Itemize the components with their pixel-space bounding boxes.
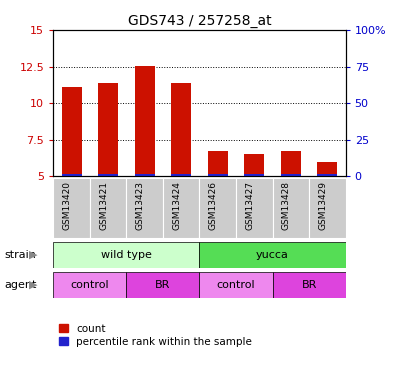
- Bar: [309, 178, 346, 238]
- Bar: [98, 82, 118, 176]
- Bar: [98, 174, 118, 176]
- Bar: [273, 272, 346, 298]
- Bar: [163, 178, 199, 238]
- Text: yucca: yucca: [256, 250, 289, 260]
- Text: GSM13426: GSM13426: [209, 181, 218, 230]
- Bar: [208, 174, 228, 176]
- Bar: [317, 174, 337, 176]
- Text: GSM13421: GSM13421: [99, 181, 108, 230]
- Bar: [126, 178, 163, 238]
- Text: agent: agent: [4, 280, 36, 290]
- Text: control: control: [217, 280, 255, 290]
- Bar: [135, 174, 155, 176]
- Bar: [317, 162, 337, 176]
- Text: wild type: wild type: [101, 250, 152, 260]
- Legend: count, percentile rank within the sample: count, percentile rank within the sample: [58, 324, 252, 347]
- Bar: [199, 272, 273, 298]
- Bar: [273, 178, 309, 238]
- Bar: [244, 174, 264, 176]
- Bar: [53, 272, 126, 298]
- Text: BR: BR: [155, 280, 171, 290]
- Text: ▶: ▶: [29, 280, 38, 290]
- Bar: [53, 242, 199, 268]
- Text: GSM13428: GSM13428: [282, 181, 291, 230]
- Bar: [135, 66, 155, 176]
- Text: strain: strain: [4, 250, 36, 260]
- Text: ▶: ▶: [29, 250, 38, 260]
- Bar: [281, 174, 301, 176]
- Text: GSM13427: GSM13427: [245, 181, 254, 230]
- Bar: [90, 178, 126, 238]
- Bar: [171, 82, 191, 176]
- Bar: [126, 272, 199, 298]
- Text: GSM13420: GSM13420: [62, 181, 71, 230]
- Text: GSM13429: GSM13429: [318, 181, 327, 230]
- Bar: [199, 178, 236, 238]
- Text: GSM13424: GSM13424: [172, 181, 181, 230]
- Bar: [208, 152, 228, 176]
- Bar: [244, 154, 264, 176]
- Text: BR: BR: [301, 280, 317, 290]
- Bar: [62, 87, 82, 176]
- Bar: [171, 174, 191, 176]
- Title: GDS743 / 257258_at: GDS743 / 257258_at: [128, 13, 271, 28]
- Bar: [199, 242, 346, 268]
- Text: control: control: [71, 280, 109, 290]
- Bar: [53, 178, 90, 238]
- Bar: [236, 178, 273, 238]
- Bar: [62, 174, 82, 176]
- Text: GSM13423: GSM13423: [135, 181, 145, 230]
- Bar: [281, 152, 301, 176]
